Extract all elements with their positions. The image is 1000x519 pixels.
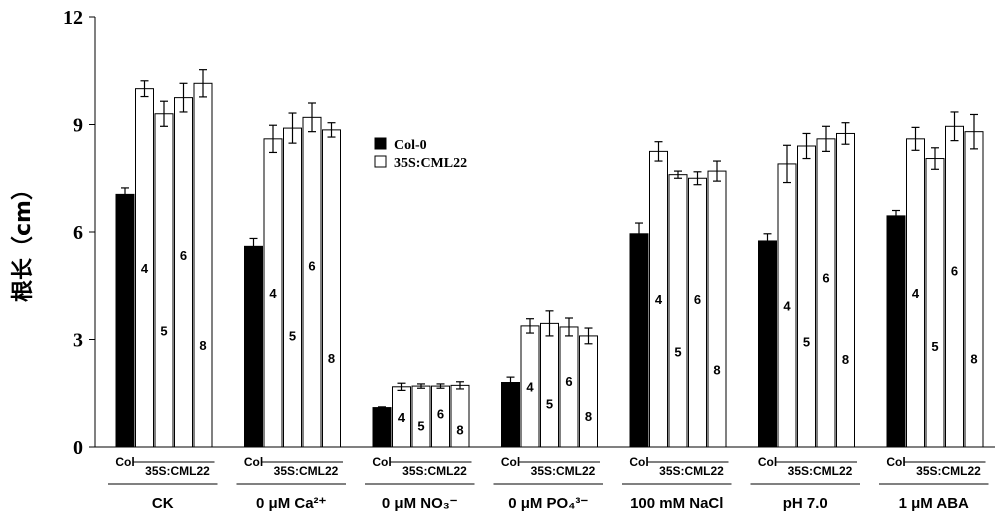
bar xyxy=(303,117,321,447)
bar xyxy=(580,336,598,447)
col-label: Col xyxy=(501,455,520,469)
bar xyxy=(175,98,193,447)
col-label: Col xyxy=(244,455,263,469)
line-label: 4 xyxy=(783,298,791,313)
treatment-label: pH 7.0 xyxy=(783,495,828,512)
y-tick-label: 3 xyxy=(73,330,83,352)
legend-label: Col-0 xyxy=(394,138,427,153)
treatment-label: 1 μM ABA xyxy=(899,495,969,512)
bar xyxy=(373,408,391,447)
bar xyxy=(817,139,835,447)
transgenic-label: 35S:CML22 xyxy=(659,464,724,478)
bar xyxy=(887,216,905,447)
line-label: 8 xyxy=(328,351,335,366)
bar xyxy=(669,175,687,447)
bar xyxy=(284,128,302,447)
y-axis-label: 根长（cm） xyxy=(11,178,36,302)
line-label: 6 xyxy=(822,271,829,286)
line-label: 5 xyxy=(931,339,938,354)
bar xyxy=(323,130,341,447)
line-label: 5 xyxy=(160,323,167,338)
transgenic-label: 35S:CML22 xyxy=(402,464,467,478)
treatment-label: 100 mM NaCl xyxy=(630,495,723,512)
line-label: 4 xyxy=(912,286,920,301)
line-label: 4 xyxy=(398,410,406,425)
bar xyxy=(116,194,134,447)
line-label: 8 xyxy=(456,423,463,438)
line-label: 8 xyxy=(713,363,720,378)
line-label: 8 xyxy=(199,338,206,353)
line-label: 6 xyxy=(951,264,958,279)
line-label: 8 xyxy=(585,409,592,424)
treatment-label: 0 μM Ca²⁺ xyxy=(256,495,327,512)
treatment-label: 0 μM NO₃⁻ xyxy=(382,495,458,512)
y-tick-label: 0 xyxy=(73,437,83,459)
legend-label: 35S:CML22 xyxy=(394,156,467,171)
line-label: 6 xyxy=(694,292,701,307)
line-label: 6 xyxy=(437,406,444,421)
col-label: Col xyxy=(886,455,905,469)
col-label: Col xyxy=(115,455,134,469)
col-label: Col xyxy=(372,455,391,469)
transgenic-label: 35S:CML22 xyxy=(274,464,339,478)
transgenic-label: 35S:CML22 xyxy=(788,464,853,478)
bar xyxy=(541,323,559,447)
legend-swatch xyxy=(375,156,386,167)
y-tick-label: 12 xyxy=(63,7,83,29)
transgenic-label: 35S:CML22 xyxy=(145,464,210,478)
line-label: 5 xyxy=(289,328,296,343)
line-label: 6 xyxy=(565,374,572,389)
line-label: 5 xyxy=(417,419,424,434)
bar xyxy=(965,132,983,447)
bar xyxy=(155,114,173,447)
line-label: 4 xyxy=(655,292,663,307)
col-label: Col xyxy=(758,455,777,469)
legend-swatch xyxy=(375,138,386,149)
bar xyxy=(708,171,726,447)
line-label: 5 xyxy=(674,345,681,360)
line-label: 5 xyxy=(546,397,553,412)
line-label: 5 xyxy=(803,335,810,350)
bar xyxy=(194,83,212,447)
treatment-label: CK xyxy=(152,495,174,512)
bar xyxy=(451,385,469,447)
bar xyxy=(630,234,648,447)
y-tick-label: 6 xyxy=(73,222,83,244)
bar xyxy=(502,383,520,448)
legend: Col-0 35S:CML22 xyxy=(375,138,467,171)
bar xyxy=(759,241,777,447)
bar xyxy=(798,146,816,447)
line-label: 8 xyxy=(842,352,849,367)
line-label: 6 xyxy=(308,259,315,274)
transgenic-label: 35S:CML22 xyxy=(531,464,596,478)
treatment-label: 0 μM PO₄³⁻ xyxy=(508,495,588,512)
line-label: 4 xyxy=(269,286,277,301)
transgenic-label: 35S:CML22 xyxy=(916,464,981,478)
bar xyxy=(946,126,964,447)
line-label: 4 xyxy=(141,261,149,276)
line-label: 8 xyxy=(970,352,977,367)
y-tick-label: 9 xyxy=(73,115,83,137)
bar xyxy=(837,133,855,447)
bar xyxy=(689,178,707,447)
bars xyxy=(116,70,983,447)
col-label: Col xyxy=(629,455,648,469)
bar xyxy=(926,159,944,447)
bar xyxy=(412,386,430,447)
line-label: 6 xyxy=(180,248,187,263)
bar xyxy=(245,246,263,447)
line-label: 4 xyxy=(526,379,534,394)
